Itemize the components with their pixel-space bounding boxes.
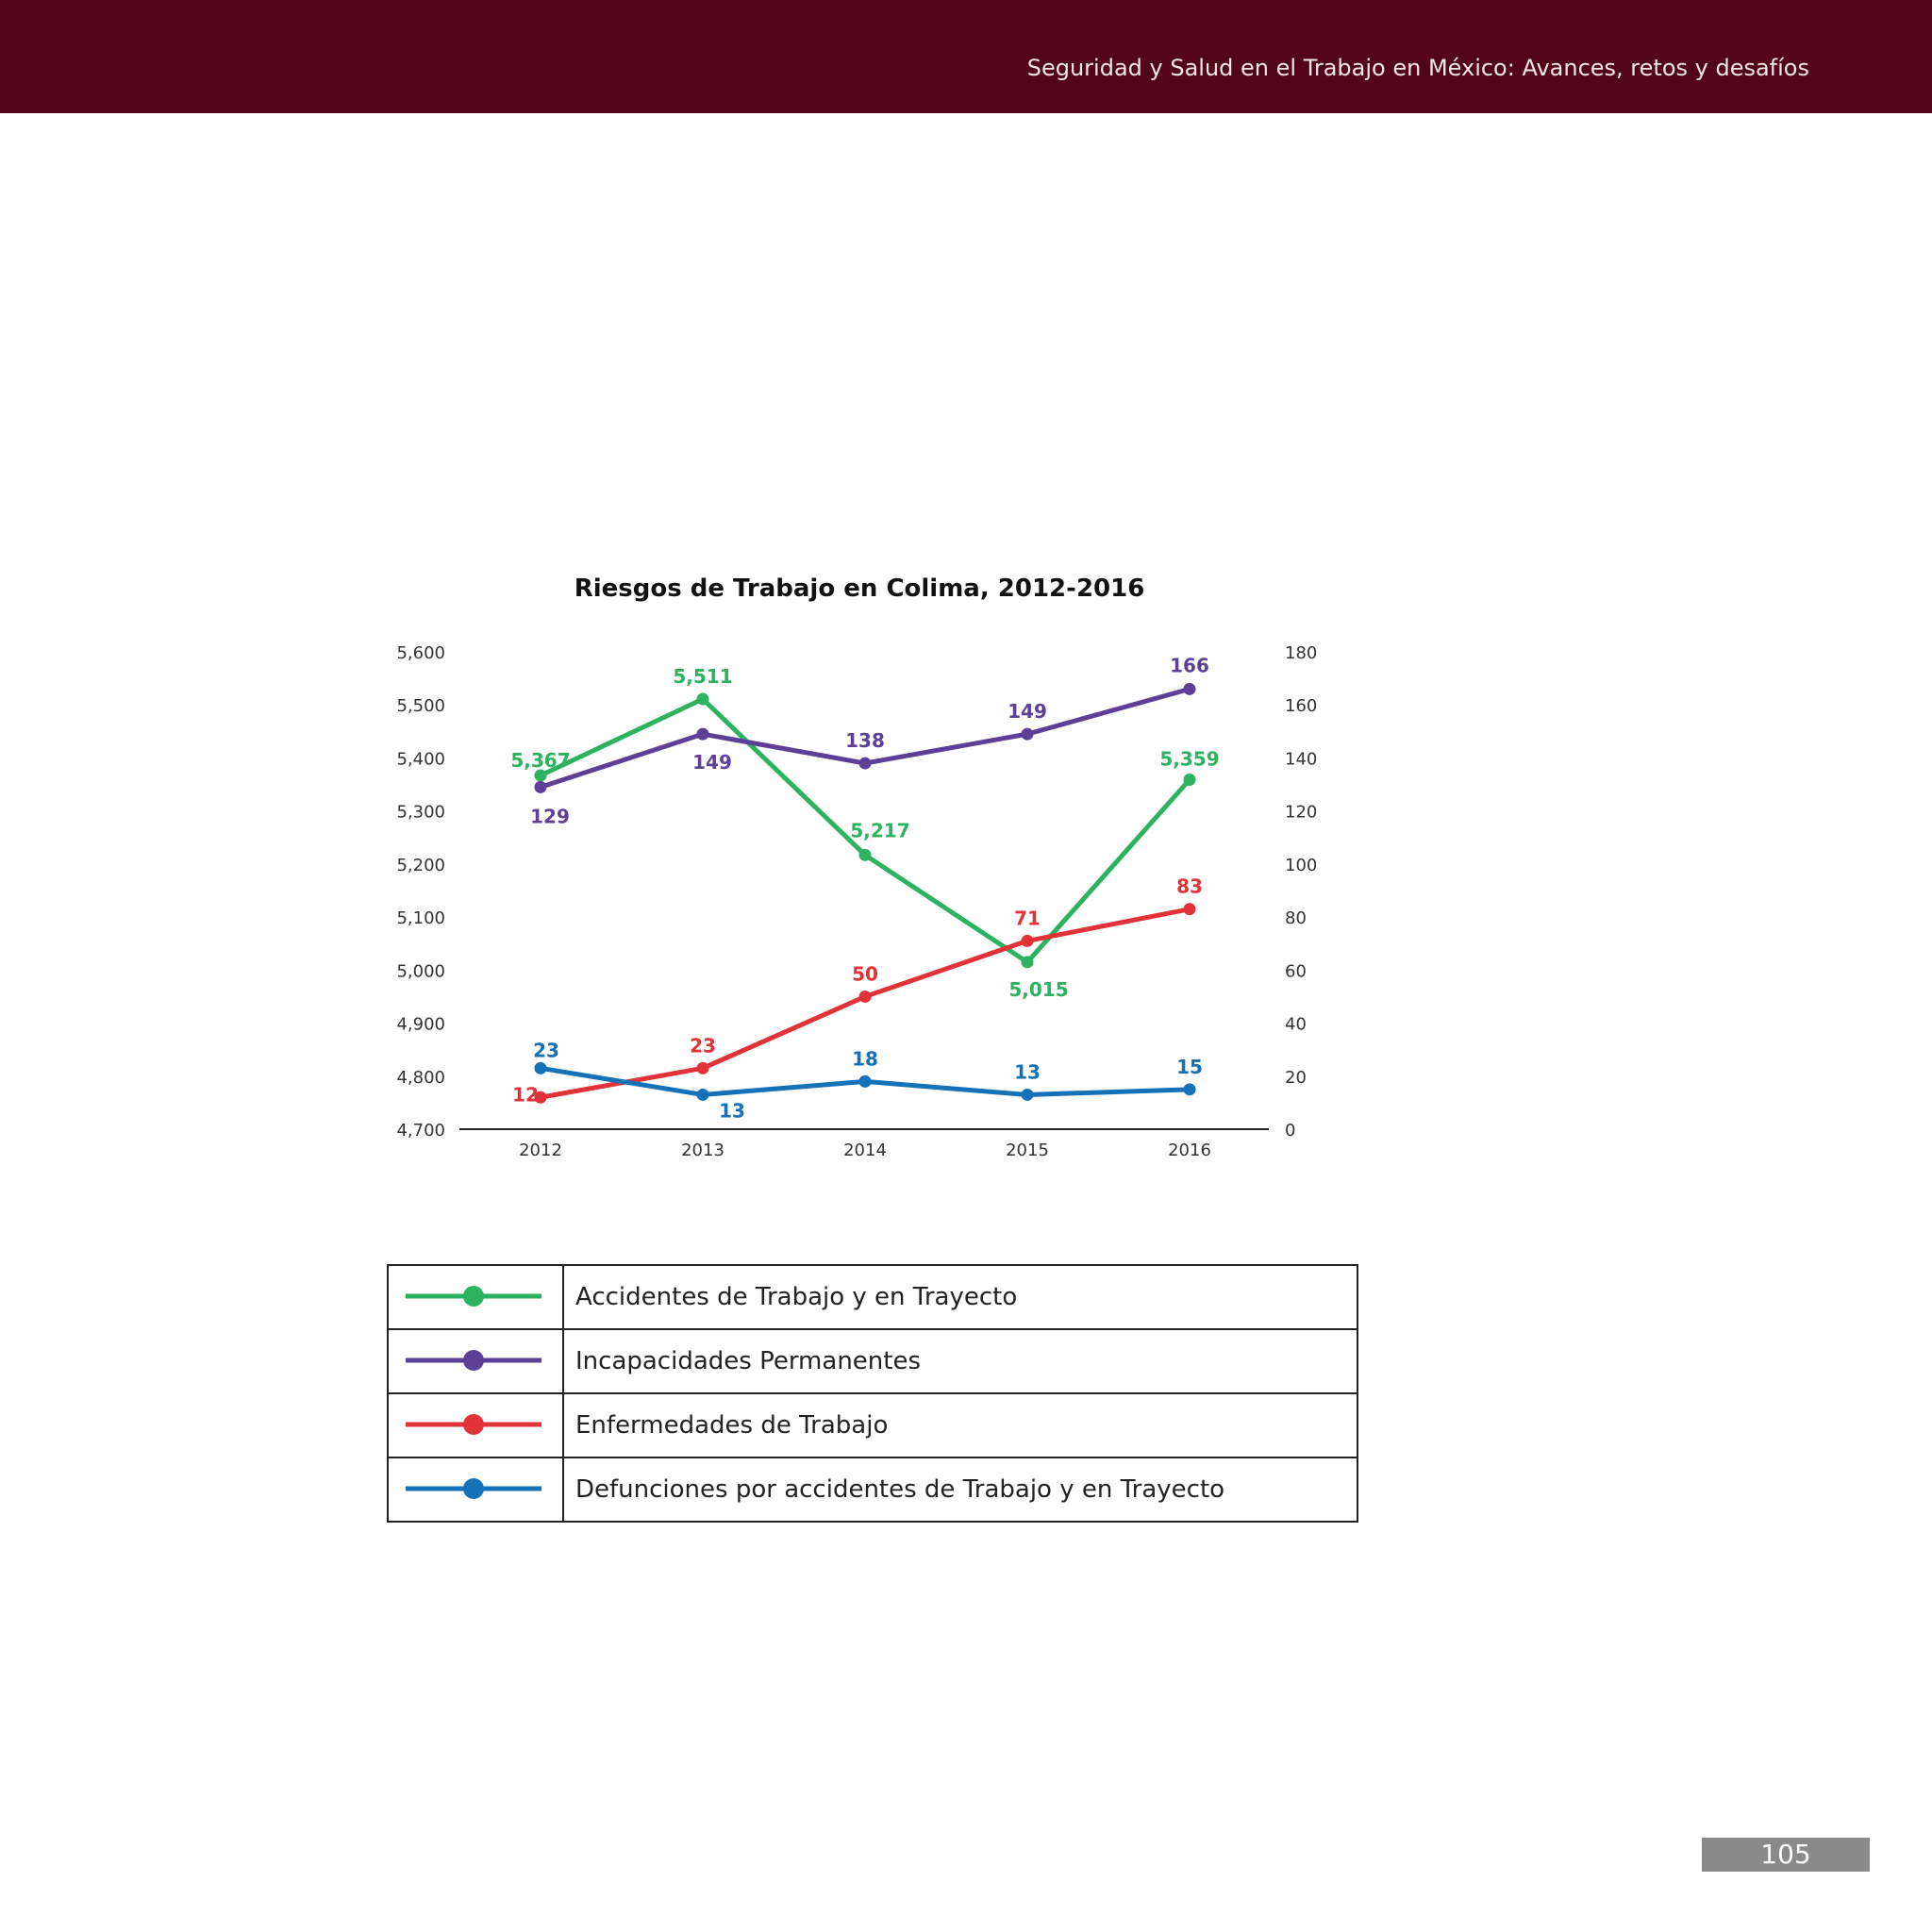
right-tick-label: 60 <box>1285 961 1307 981</box>
page-number: 105 <box>1702 1838 1870 1872</box>
right-tick-label: 140 <box>1285 749 1317 769</box>
series-layer: 5,367 5,511 5,217 5,015 5,359 129 149 138 149 166… <box>510 654 1219 1122</box>
header-bar <box>0 0 1932 113</box>
data-label: 23 <box>533 1039 559 1061</box>
right-tick-label: 180 <box>1285 643 1317 663</box>
legend-line-marker-icon <box>406 1414 541 1435</box>
data-point <box>1183 682 1196 695</box>
line-chart: Riesgos de Trabajo en Colima, 2012-2016 … <box>396 575 1317 1160</box>
legend-label: Accidentes de Trabajo y en Trayecto <box>562 1264 1358 1330</box>
data-label: 5,015 <box>1008 978 1068 1001</box>
right-tick-label: 100 <box>1285 856 1317 875</box>
data-point <box>1021 1088 1034 1101</box>
right-tick-label: 20 <box>1285 1068 1307 1088</box>
left-tick-label: 4,700 <box>396 1121 445 1141</box>
data-label: 166 <box>1170 654 1209 676</box>
left-tick-label: 4,800 <box>396 1068 445 1088</box>
right-tick-label: 120 <box>1285 803 1317 823</box>
data-label: 15 <box>1176 1056 1203 1078</box>
data-label: 5,511 <box>673 665 732 688</box>
left-tick-label: 4,900 <box>396 1015 445 1035</box>
data-point <box>1183 773 1196 786</box>
x-tick-label: 2012 <box>519 1141 562 1160</box>
right-tick-label: 160 <box>1285 696 1317 716</box>
data-point <box>534 1091 547 1104</box>
legend-label: Incapacidades Permanentes <box>562 1328 1358 1394</box>
data-label: 83 <box>1176 875 1203 898</box>
left-tick-label: 5,400 <box>396 749 445 769</box>
data-point <box>858 848 872 861</box>
data-label: 5,217 <box>850 819 909 841</box>
legend-swatch <box>387 1457 564 1523</box>
legend-line-marker-icon <box>406 1286 541 1307</box>
left-tick-label: 5,500 <box>396 696 445 716</box>
data-point <box>534 769 547 782</box>
data-point <box>534 1061 547 1074</box>
right-tick-label: 40 <box>1285 1015 1307 1035</box>
legend-row: Defunciones por accidentes de Trabajo y … <box>387 1457 1358 1523</box>
data-label: 149 <box>1008 700 1047 723</box>
legend-swatch <box>387 1328 564 1394</box>
legend-line-marker-icon <box>406 1350 541 1371</box>
data-label: 149 <box>692 751 732 774</box>
data-label: 23 <box>690 1034 716 1057</box>
right-axis-ticks: 0 20 40 60 80 100 120 140 160 180 <box>1285 643 1317 1141</box>
data-label: 18 <box>852 1047 878 1070</box>
left-tick-label: 5,200 <box>396 856 445 875</box>
data-label: 50 <box>852 962 878 985</box>
legend-line-marker-icon <box>406 1478 541 1499</box>
legend-table: Accidentes de Trabajo y en Trayecto Incap… <box>387 1264 1358 1523</box>
left-tick-label: 5,600 <box>396 643 445 663</box>
data-point <box>1183 903 1196 916</box>
data-point <box>696 727 709 741</box>
data-point <box>858 1074 872 1088</box>
data-point <box>1021 934 1034 947</box>
data-point <box>534 780 547 793</box>
right-tick-label: 80 <box>1285 908 1307 928</box>
data-point <box>1021 727 1034 741</box>
left-tick-label: 5,300 <box>396 803 445 823</box>
data-label: 13 <box>1014 1060 1041 1083</box>
data-label: 13 <box>719 1099 745 1122</box>
data-label: 12 <box>512 1083 539 1106</box>
data-point <box>696 1088 709 1101</box>
legend-row: Accidentes de Trabajo y en Trayecto <box>387 1264 1358 1330</box>
data-label: 129 <box>530 805 570 827</box>
x-tick-label: 2015 <box>1006 1141 1049 1160</box>
chart-title: Riesgos de Trabajo en Colima, 2012-2016 <box>575 575 1145 603</box>
data-point <box>858 990 872 1003</box>
x-tick-label: 2014 <box>843 1141 887 1160</box>
x-tick-label: 2016 <box>1168 1141 1211 1160</box>
header-title: Seguridad y Salud en el Trabajo en Méxic… <box>1026 55 1809 81</box>
data-label: 5,359 <box>1159 747 1219 770</box>
data-label: 5,367 <box>510 749 570 772</box>
right-tick-label: 0 <box>1285 1121 1295 1141</box>
data-point <box>1021 956 1034 969</box>
left-tick-label: 5,100 <box>396 908 445 928</box>
x-axis-ticks: 2012 2013 2014 2015 2016 <box>519 1141 1211 1160</box>
data-point <box>858 757 872 770</box>
left-tick-label: 5,000 <box>396 961 445 981</box>
legend-label: Defunciones por accidentes de Trabajo y … <box>562 1457 1358 1523</box>
data-point <box>696 692 709 706</box>
data-label: 138 <box>845 729 885 752</box>
legend-row: Enfermedades de Trabajo <box>387 1392 1358 1458</box>
legend-row: Incapacidades Permanentes <box>387 1328 1358 1394</box>
left-axis-ticks: 4,700 4,800 4,900 5,000 5,100 5,200 5,300 5,400… <box>396 643 445 1141</box>
x-tick-label: 2013 <box>681 1141 724 1160</box>
data-point <box>696 1061 709 1074</box>
data-point <box>1183 1083 1196 1096</box>
data-label: 71 <box>1014 907 1041 929</box>
legend-swatch <box>387 1392 564 1458</box>
legend-label: Enfermedades de Trabajo <box>562 1392 1358 1458</box>
legend-swatch <box>387 1264 564 1330</box>
